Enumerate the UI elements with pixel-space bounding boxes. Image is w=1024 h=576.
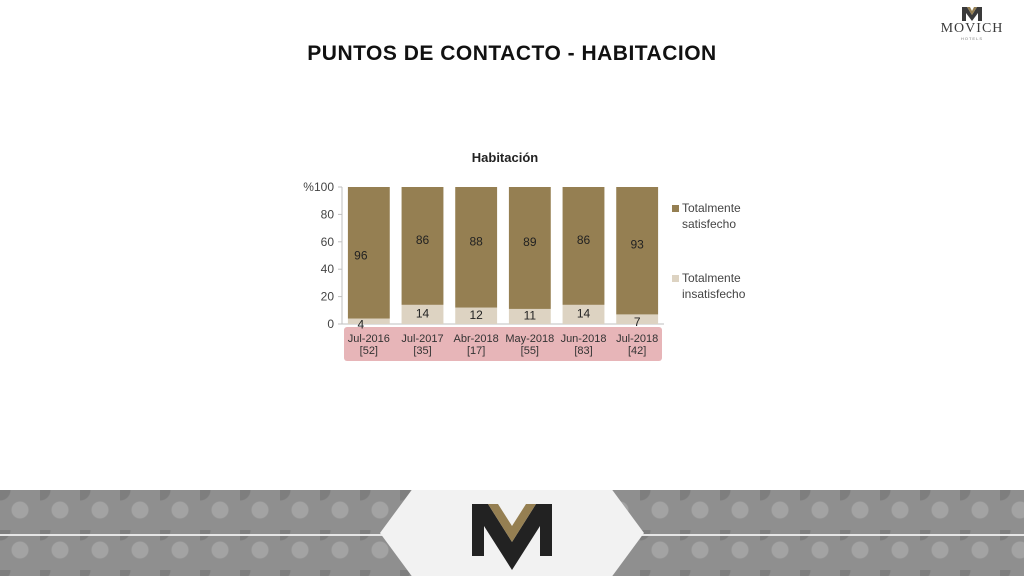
bar-satisfied [508, 187, 551, 309]
y-tick-label: %100 [303, 180, 334, 194]
x-tick-label: [35] [413, 345, 431, 357]
bar-satisfied [401, 187, 444, 305]
legend-swatch-satisfied [672, 205, 679, 212]
x-tick-label: Jul-2017 [401, 333, 443, 345]
data-label-unsatisfied: 14 [416, 306, 430, 320]
brand-name: MOVICH [940, 21, 1004, 36]
x-tick-label: [83] [574, 345, 592, 357]
x-tick-label: Abr-2018 [454, 333, 499, 345]
legend-item-satisfied: Totalmente satisfecho [672, 200, 772, 232]
bar-unsatisfied [347, 318, 390, 324]
x-tick-label: May-2018 [505, 333, 554, 345]
footer-banner [0, 490, 1024, 576]
bar-unsatisfied [401, 304, 444, 324]
data-label-unsatisfied: 14 [577, 306, 591, 320]
data-label-satisfied: 96 [354, 248, 368, 262]
x-tick-label: [17] [467, 345, 485, 357]
legend-label-unsatisfied: Totalmente insatisfecho [682, 271, 746, 301]
x-tick-label: Jul-2018 [616, 333, 658, 345]
x-axis-highlight-band [344, 327, 662, 361]
chart-legend: Totalmente satisfecho Totalmente insatis… [672, 200, 772, 302]
bar-satisfied [562, 187, 605, 305]
x-tick-label: [55] [521, 345, 539, 357]
legend-label-satisfied: Totalmente satisfecho [682, 201, 741, 231]
x-tick-label: [52] [360, 345, 378, 357]
brand-subtitle: HOTELS [960, 36, 983, 41]
brand-logo: MOVICH HOTELS [932, 6, 1012, 46]
chart-title: Habitación [471, 150, 539, 165]
data-label-satisfied: 86 [577, 233, 591, 247]
legend-item-unsatisfied: Totalmente insatisfecho [672, 270, 772, 302]
data-label-unsatisfied: 11 [524, 308, 537, 322]
y-tick-label: 60 [321, 235, 335, 249]
bar-satisfied [455, 187, 498, 308]
data-label-unsatisfied: 4 [357, 317, 364, 331]
movich-footer-logo-icon [472, 504, 552, 570]
x-tick-label: Jul-2016 [348, 333, 390, 345]
movich-monogram-icon [962, 7, 982, 21]
y-tick-label: 0 [327, 317, 334, 331]
bar-unsatisfied [455, 307, 498, 324]
bar-unsatisfied [562, 304, 605, 324]
data-label-unsatisfied: 7 [634, 315, 641, 329]
data-label-satisfied: 93 [630, 237, 644, 251]
bar-satisfied [347, 187, 390, 319]
page-title: PUNTOS DE CONTACTO - HABITACION [307, 42, 717, 65]
data-label-satisfied: 88 [469, 234, 483, 248]
legend-swatch-unsatisfied [672, 275, 679, 282]
data-label-satisfied: 86 [416, 233, 430, 247]
y-tick-label: 80 [321, 207, 335, 221]
bar-unsatisfied [508, 308, 551, 324]
x-tick-label: Jun-2018 [561, 333, 607, 345]
y-tick-label: 20 [321, 290, 335, 304]
data-label-unsatisfied: 12 [469, 308, 483, 322]
bar-satisfied [616, 187, 659, 315]
y-tick-label: 40 [321, 262, 335, 276]
x-tick-label: [42] [628, 345, 646, 357]
data-label-satisfied: 89 [523, 235, 537, 249]
bar-unsatisfied [616, 314, 659, 324]
